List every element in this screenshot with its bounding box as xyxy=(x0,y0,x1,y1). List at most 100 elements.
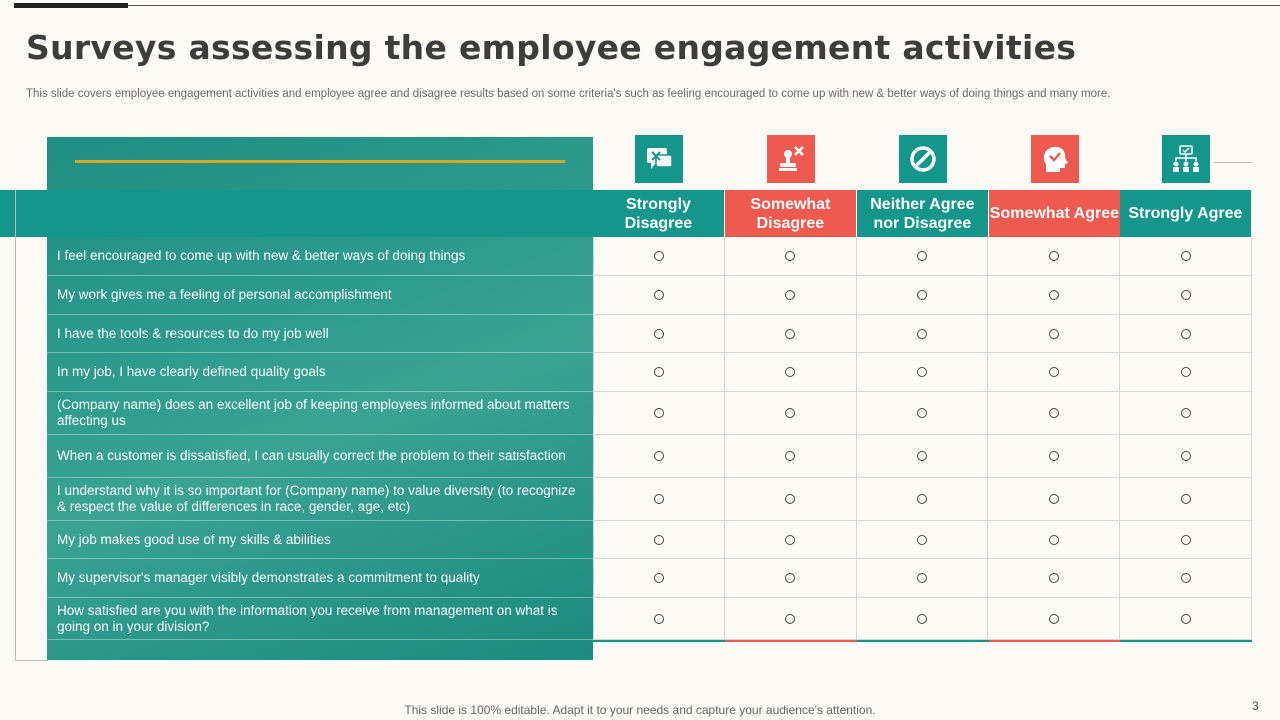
rating-radio[interactable] xyxy=(653,408,664,418)
rating-cell xyxy=(988,478,1121,520)
rating-radio[interactable] xyxy=(1180,534,1191,545)
statement-label: My job makes good use of my skills & abi… xyxy=(47,521,593,559)
rating-cell xyxy=(988,237,1121,275)
rating-radio[interactable] xyxy=(653,494,664,504)
rating-cell xyxy=(724,276,857,314)
rating-cell xyxy=(724,315,857,352)
rating-radio[interactable] xyxy=(785,534,796,545)
rating-cell xyxy=(1120,237,1252,275)
rating-radio[interactable] xyxy=(1048,534,1059,545)
stamp-x-icon xyxy=(766,135,815,183)
rating-radio[interactable] xyxy=(1180,573,1191,583)
rating-cell xyxy=(856,435,989,477)
rating-radio[interactable] xyxy=(1048,367,1059,377)
rating-cell xyxy=(724,353,857,391)
rating-radio[interactable] xyxy=(785,290,796,300)
rating-radio[interactable] xyxy=(916,290,927,300)
rating-radio[interactable] xyxy=(785,251,796,261)
rating-radio[interactable] xyxy=(653,613,664,624)
rating-cell xyxy=(593,353,725,391)
column-header-strongly-disagree: Strongly Disagree xyxy=(593,190,725,237)
rating-radio[interactable] xyxy=(1180,367,1191,377)
rating-radio[interactable] xyxy=(653,328,664,339)
rating-radio[interactable] xyxy=(1180,451,1191,461)
rating-radio[interactable] xyxy=(653,534,664,545)
left-bracket-bottom xyxy=(15,660,48,661)
rating-cell xyxy=(856,478,989,520)
rating-radio[interactable] xyxy=(785,494,796,504)
statement-label: When a customer is dissatisfied, I can u… xyxy=(47,435,593,478)
rating-radio[interactable] xyxy=(785,613,796,624)
rating-radio[interactable] xyxy=(1048,451,1059,461)
rating-radio[interactable] xyxy=(653,251,664,261)
rating-cell xyxy=(988,315,1121,352)
rating-radio[interactable] xyxy=(1048,328,1059,339)
rating-radio[interactable] xyxy=(1048,290,1059,300)
rating-radio[interactable] xyxy=(916,494,927,504)
top-rule-accent xyxy=(14,3,128,8)
rating-radio[interactable] xyxy=(916,408,927,418)
page-subtitle: This slide covers employee engagement ac… xyxy=(26,88,1111,100)
rating-radio[interactable] xyxy=(916,328,927,339)
table-row xyxy=(593,237,1252,276)
rating-grid xyxy=(593,237,1252,640)
table-row xyxy=(593,478,1252,521)
rating-cell xyxy=(988,392,1121,434)
rating-radio[interactable] xyxy=(916,251,927,261)
rating-radio[interactable] xyxy=(1048,494,1059,504)
rating-cell xyxy=(1120,598,1252,639)
rating-radio[interactable] xyxy=(785,328,796,339)
rating-radio[interactable] xyxy=(1048,613,1059,624)
rating-radio[interactable] xyxy=(653,290,664,300)
rating-radio[interactable] xyxy=(1048,251,1059,261)
rating-radio[interactable] xyxy=(916,613,927,624)
rating-radio[interactable] xyxy=(653,367,664,377)
rating-cell xyxy=(856,276,989,314)
rating-radio[interactable] xyxy=(916,367,927,377)
left-bracket xyxy=(15,190,16,661)
table-row xyxy=(593,559,1252,598)
rating-cell xyxy=(1120,521,1252,558)
table-row xyxy=(593,315,1252,353)
chat-x-icon xyxy=(634,135,683,183)
rating-radio[interactable] xyxy=(653,451,664,461)
rating-radio[interactable] xyxy=(1180,613,1191,624)
rating-cell xyxy=(1120,392,1252,434)
column-header-somewhat-agree: Somewhat Agree xyxy=(989,190,1121,237)
rating-radio[interactable] xyxy=(785,573,796,583)
rating-cell xyxy=(724,521,857,558)
rating-cell xyxy=(856,237,989,275)
table-row xyxy=(593,435,1252,478)
statement-label: I feel encouraged to come up with new & … xyxy=(47,237,593,276)
rating-cell xyxy=(988,598,1121,639)
column-bottom-bar xyxy=(593,640,725,642)
rating-cell xyxy=(724,392,857,434)
rating-radio[interactable] xyxy=(1048,573,1059,583)
table-row xyxy=(593,521,1252,559)
rating-radio[interactable] xyxy=(916,534,927,545)
rating-radio[interactable] xyxy=(916,573,927,583)
rating-cell xyxy=(988,353,1121,391)
statement-label: I have the tools & resources to do my jo… xyxy=(47,315,593,353)
column-bottom-bar xyxy=(1120,640,1252,642)
rating-radio[interactable] xyxy=(785,451,796,461)
rating-radio[interactable] xyxy=(1180,408,1191,418)
column-bottom-bar xyxy=(989,640,1121,642)
statement-label: How satisfied are you with the informati… xyxy=(47,598,593,640)
rating-radio[interactable] xyxy=(653,573,664,583)
rating-radio[interactable] xyxy=(1048,408,1059,418)
rating-radio[interactable] xyxy=(1180,494,1191,504)
head-check-icon xyxy=(1030,135,1079,183)
rating-radio[interactable] xyxy=(1180,251,1191,261)
prohibited-icon xyxy=(898,135,947,183)
rating-radio[interactable] xyxy=(785,408,796,418)
rating-radio[interactable] xyxy=(1180,328,1191,339)
rating-radio[interactable] xyxy=(1180,290,1191,300)
top-rule xyxy=(14,5,1280,6)
statement-label: (Company name) does an excellent job of … xyxy=(47,392,593,435)
statement-label: I understand why it is so important for … xyxy=(47,478,593,521)
rating-radio[interactable] xyxy=(785,367,796,377)
rating-cell xyxy=(593,435,725,477)
statement-list: I feel encouraged to come up with new & … xyxy=(47,237,593,640)
rating-radio[interactable] xyxy=(916,451,927,461)
